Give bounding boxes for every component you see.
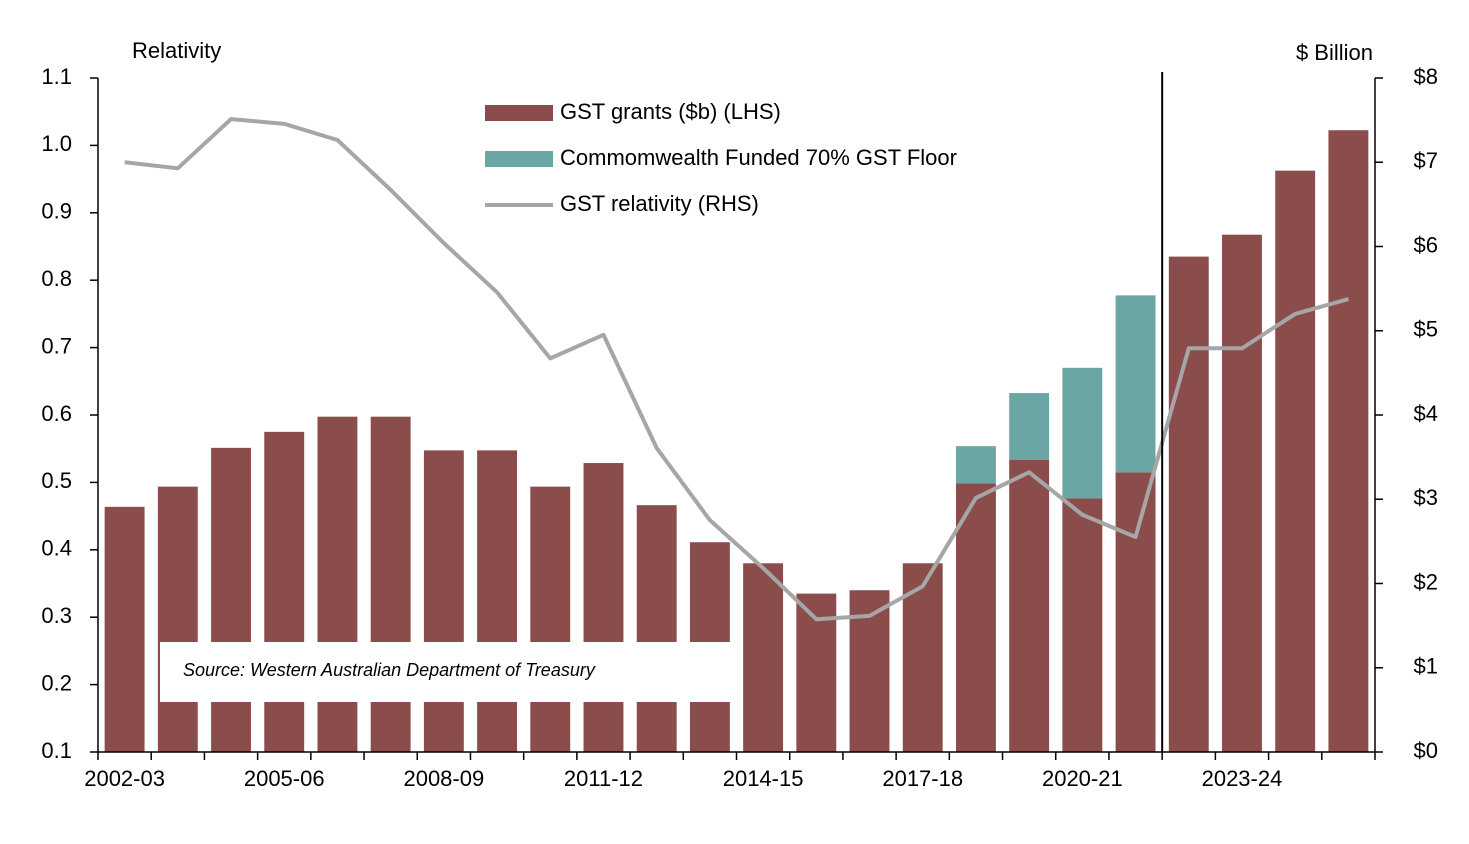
annotation-box (160, 642, 732, 702)
y-tick-label: 0.6 (41, 401, 72, 426)
y-tick-label: 0.9 (41, 199, 72, 224)
bar (157, 486, 198, 752)
bar (1115, 472, 1156, 752)
bar (104, 506, 145, 752)
y2-tick-label: $0 (1414, 738, 1438, 763)
bar (1009, 393, 1050, 460)
legend-label: GST relativity (RHS) (560, 191, 759, 216)
y-tick-label: 0.7 (41, 333, 72, 358)
x-tick-label: 2008-09 (403, 766, 484, 791)
y-tick-label: 1.0 (41, 131, 72, 156)
bar (1062, 367, 1103, 499)
x-tick-label: 2002-03 (84, 766, 165, 791)
bar (530, 486, 571, 752)
legend-swatch (485, 105, 553, 121)
y-tick-label: 0.2 (41, 670, 72, 695)
bar (1009, 459, 1050, 752)
bar (1062, 498, 1103, 752)
y-tick-label: 0.4 (41, 536, 72, 561)
x-tick-label: 2011-12 (564, 766, 643, 791)
annotation: Source: Western Australian Department of… (183, 660, 596, 680)
x-tick-label: 2020-21 (1042, 766, 1123, 791)
y2-tick-label: $3 (1414, 485, 1438, 510)
y-axis-title: Relativity (132, 38, 221, 63)
y-tick-label: 1.1 (41, 64, 72, 89)
y-tick-label: 0.5 (41, 468, 72, 493)
y2-tick-label: $4 (1414, 401, 1438, 426)
bar (955, 446, 996, 484)
y2-tick-label: $2 (1414, 569, 1438, 594)
bar (902, 563, 943, 752)
bar (1275, 170, 1316, 753)
legend-swatch (485, 151, 553, 167)
bar (1168, 256, 1209, 752)
bar (955, 483, 996, 752)
bar (1222, 234, 1262, 752)
legend-label: GST grants ($b) (LHS) (560, 99, 781, 124)
x-tick-label: 2014-15 (723, 766, 804, 791)
y2-axis-title: $ Billion (1296, 40, 1373, 65)
bar (1115, 295, 1156, 473)
y2-tick-label: $7 (1414, 148, 1438, 173)
bar (423, 450, 464, 752)
y2-tick-label: $5 (1414, 317, 1438, 342)
line (124, 117, 1349, 622)
y2-tick-label: $1 (1414, 654, 1438, 679)
y-tick-label: 0.3 (41, 603, 72, 628)
bar (264, 431, 305, 752)
x-tick-label: 2017-18 (882, 766, 963, 791)
legend-label: Commomwealth Funded 70% GST Floor (560, 145, 957, 170)
bar (1328, 130, 1369, 753)
x-tick-label: 2005-06 (244, 766, 325, 791)
bar (743, 563, 784, 752)
y-tick-label: 0.1 (41, 738, 72, 763)
bar (211, 447, 251, 752)
y2-tick-label: $6 (1414, 232, 1438, 257)
y2-tick-label: $8 (1414, 64, 1438, 89)
bar (583, 463, 624, 752)
bar (636, 505, 677, 752)
x-tick-label: 2023-24 (1202, 766, 1283, 791)
bar (477, 450, 518, 752)
y-tick-label: 0.8 (41, 266, 72, 291)
